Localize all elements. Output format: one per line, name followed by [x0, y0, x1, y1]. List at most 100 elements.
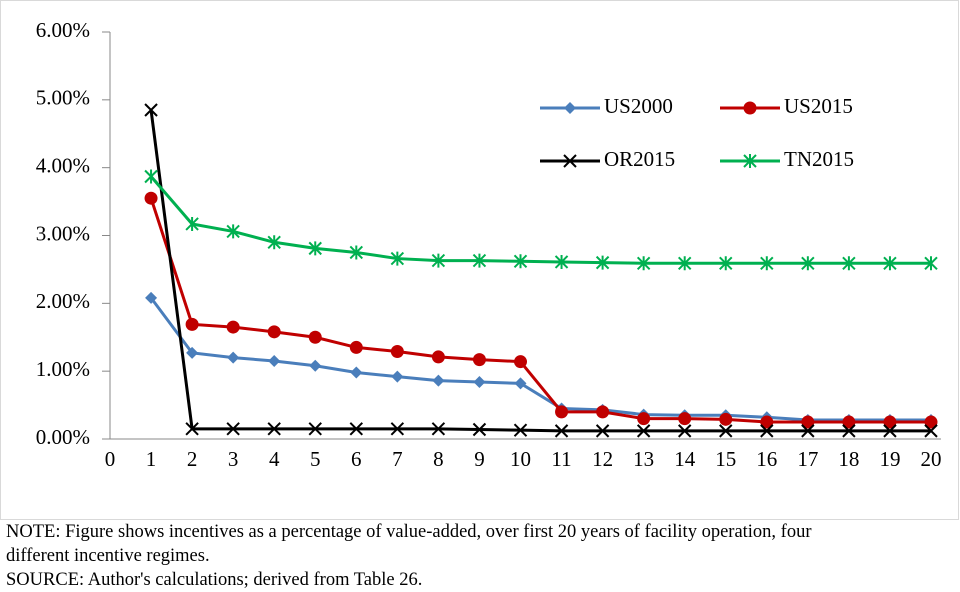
marker	[555, 405, 569, 419]
marker	[267, 325, 281, 339]
legend-marker	[563, 154, 577, 168]
chart-frame	[0, 0, 959, 520]
x-tick-label: 13	[633, 447, 654, 471]
x-tick-label: 2	[187, 447, 198, 471]
marker	[473, 376, 486, 389]
marker	[719, 424, 733, 438]
marker	[268, 354, 281, 367]
marker	[472, 353, 486, 367]
marker	[349, 245, 364, 260]
marker	[513, 254, 528, 269]
marker	[883, 424, 897, 438]
marker	[144, 103, 158, 117]
x-tick-label: 6	[351, 447, 362, 471]
marker	[186, 346, 199, 359]
marker	[267, 422, 281, 436]
marker	[227, 351, 240, 364]
marker	[308, 422, 322, 436]
marker	[390, 422, 405, 436]
marker	[391, 370, 404, 383]
marker	[719, 412, 733, 426]
x-tick-label: 15	[715, 447, 736, 471]
series-line	[149, 297, 931, 422]
x-tick-label: 14	[674, 447, 696, 471]
marker	[350, 366, 363, 379]
legend-label: US2015	[784, 94, 853, 118]
marker	[883, 256, 897, 271]
marker	[145, 291, 158, 304]
x-tick-label: 4	[269, 447, 280, 471]
marker	[185, 216, 199, 231]
series-line	[149, 197, 931, 424]
marker	[637, 412, 651, 426]
marker	[226, 422, 240, 436]
marker	[595, 255, 610, 270]
marker	[924, 415, 938, 429]
marker	[760, 256, 774, 271]
legend-label: TN2015	[784, 147, 854, 171]
marker	[144, 169, 158, 184]
marker	[801, 424, 815, 438]
x-tick-label: 0	[105, 447, 116, 471]
marker	[513, 423, 528, 437]
series-line	[149, 109, 931, 433]
legend-label: OR2015	[604, 147, 675, 171]
x-tick-label: 5	[310, 447, 321, 471]
x-tick-label: 3	[228, 447, 239, 471]
marker	[636, 256, 651, 271]
y-tick-label: 0.00%	[36, 425, 90, 449]
marker	[514, 355, 527, 369]
notes: NOTE: Figure shows incentives as a perce…	[6, 520, 836, 592]
legend-marker	[743, 101, 757, 115]
marker	[226, 224, 240, 239]
marker	[801, 256, 815, 271]
x-tick-label: 1	[146, 447, 157, 471]
marker	[431, 350, 445, 364]
marker	[760, 415, 774, 429]
x-tick-label: 8	[433, 447, 444, 471]
x-tick-label: 7	[392, 447, 403, 471]
legend-marker	[743, 154, 757, 168]
marker	[924, 256, 938, 271]
legend-marker	[564, 102, 576, 114]
marker	[514, 377, 527, 390]
marker	[390, 251, 405, 266]
marker	[678, 412, 692, 426]
marker	[472, 253, 487, 268]
x-tick-label: 16	[756, 447, 777, 471]
x-tick-label: 9	[474, 447, 485, 471]
marker	[801, 415, 815, 429]
x-tick-label: 19	[879, 447, 900, 471]
y-tick-label: 1.00%	[36, 357, 90, 381]
y-tick-label: 5.00%	[36, 86, 90, 110]
marker	[349, 422, 364, 436]
marker	[185, 317, 199, 331]
note: NOTE: Figure shows incentives as a perce…	[6, 522, 812, 566]
marker	[308, 330, 322, 344]
marker	[924, 424, 938, 438]
y-tick-label: 3.00%	[36, 221, 90, 245]
marker	[677, 256, 692, 271]
marker	[390, 344, 404, 358]
marker	[636, 424, 651, 438]
marker	[883, 415, 897, 429]
marker	[308, 241, 322, 256]
marker	[431, 253, 446, 268]
legend-label: US2000	[604, 94, 673, 118]
y-tick-label: 4.00%	[36, 153, 90, 177]
x-tick-label: 10	[510, 447, 531, 471]
marker	[432, 374, 445, 387]
y-tick-label: 6.00%	[36, 18, 90, 42]
marker	[267, 235, 281, 250]
marker	[472, 422, 487, 437]
marker	[309, 359, 322, 372]
marker	[595, 424, 610, 438]
marker	[185, 422, 199, 436]
marker	[842, 415, 856, 429]
marker	[719, 256, 733, 271]
marker	[226, 320, 240, 334]
marker	[554, 424, 569, 438]
x-tick-label: 12	[592, 447, 613, 471]
marker	[760, 424, 774, 438]
